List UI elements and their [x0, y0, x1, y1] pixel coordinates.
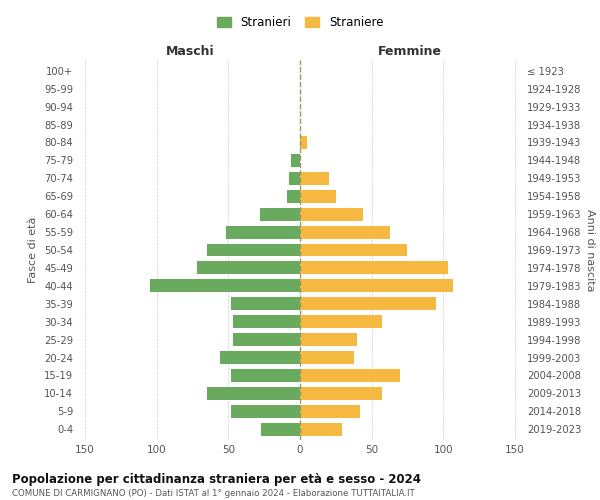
Bar [292, 154, 300, 167]
Bar [149, 280, 300, 292]
Bar [300, 244, 407, 256]
Bar [300, 262, 448, 274]
Bar [300, 405, 360, 418]
Bar [300, 423, 341, 436]
Bar [262, 423, 300, 436]
Bar [231, 405, 300, 418]
Bar [300, 387, 382, 400]
Bar [300, 315, 382, 328]
Bar [231, 298, 300, 310]
Legend: Stranieri, Straniere: Stranieri, Straniere [213, 12, 387, 33]
Bar [220, 351, 300, 364]
Bar [300, 190, 336, 202]
Bar [300, 333, 357, 346]
Text: Maschi: Maschi [166, 45, 214, 58]
Y-axis label: Anni di nascita: Anni di nascita [585, 209, 595, 291]
Text: COMUNE DI CARMIGNANO (PO) - Dati ISTAT al 1° gennaio 2024 - Elaborazione TUTTAIT: COMUNE DI CARMIGNANO (PO) - Dati ISTAT a… [12, 489, 415, 498]
Text: Popolazione per cittadinanza straniera per età e sesso - 2024: Popolazione per cittadinanza straniera p… [12, 472, 421, 486]
Bar [300, 208, 363, 220]
Bar [300, 280, 453, 292]
Text: Femmine: Femmine [378, 45, 442, 58]
Bar [260, 208, 300, 220]
Bar [207, 244, 300, 256]
Bar [300, 298, 436, 310]
Bar [300, 351, 355, 364]
Bar [300, 136, 307, 149]
Bar [300, 226, 390, 238]
Bar [289, 172, 300, 185]
Bar [231, 369, 300, 382]
Bar [226, 226, 300, 238]
Y-axis label: Fasce di età: Fasce di età [28, 217, 38, 283]
Bar [207, 387, 300, 400]
Bar [197, 262, 300, 274]
Bar [287, 190, 300, 202]
Bar [233, 315, 300, 328]
Bar [300, 369, 400, 382]
Bar [233, 333, 300, 346]
Bar [300, 172, 329, 185]
